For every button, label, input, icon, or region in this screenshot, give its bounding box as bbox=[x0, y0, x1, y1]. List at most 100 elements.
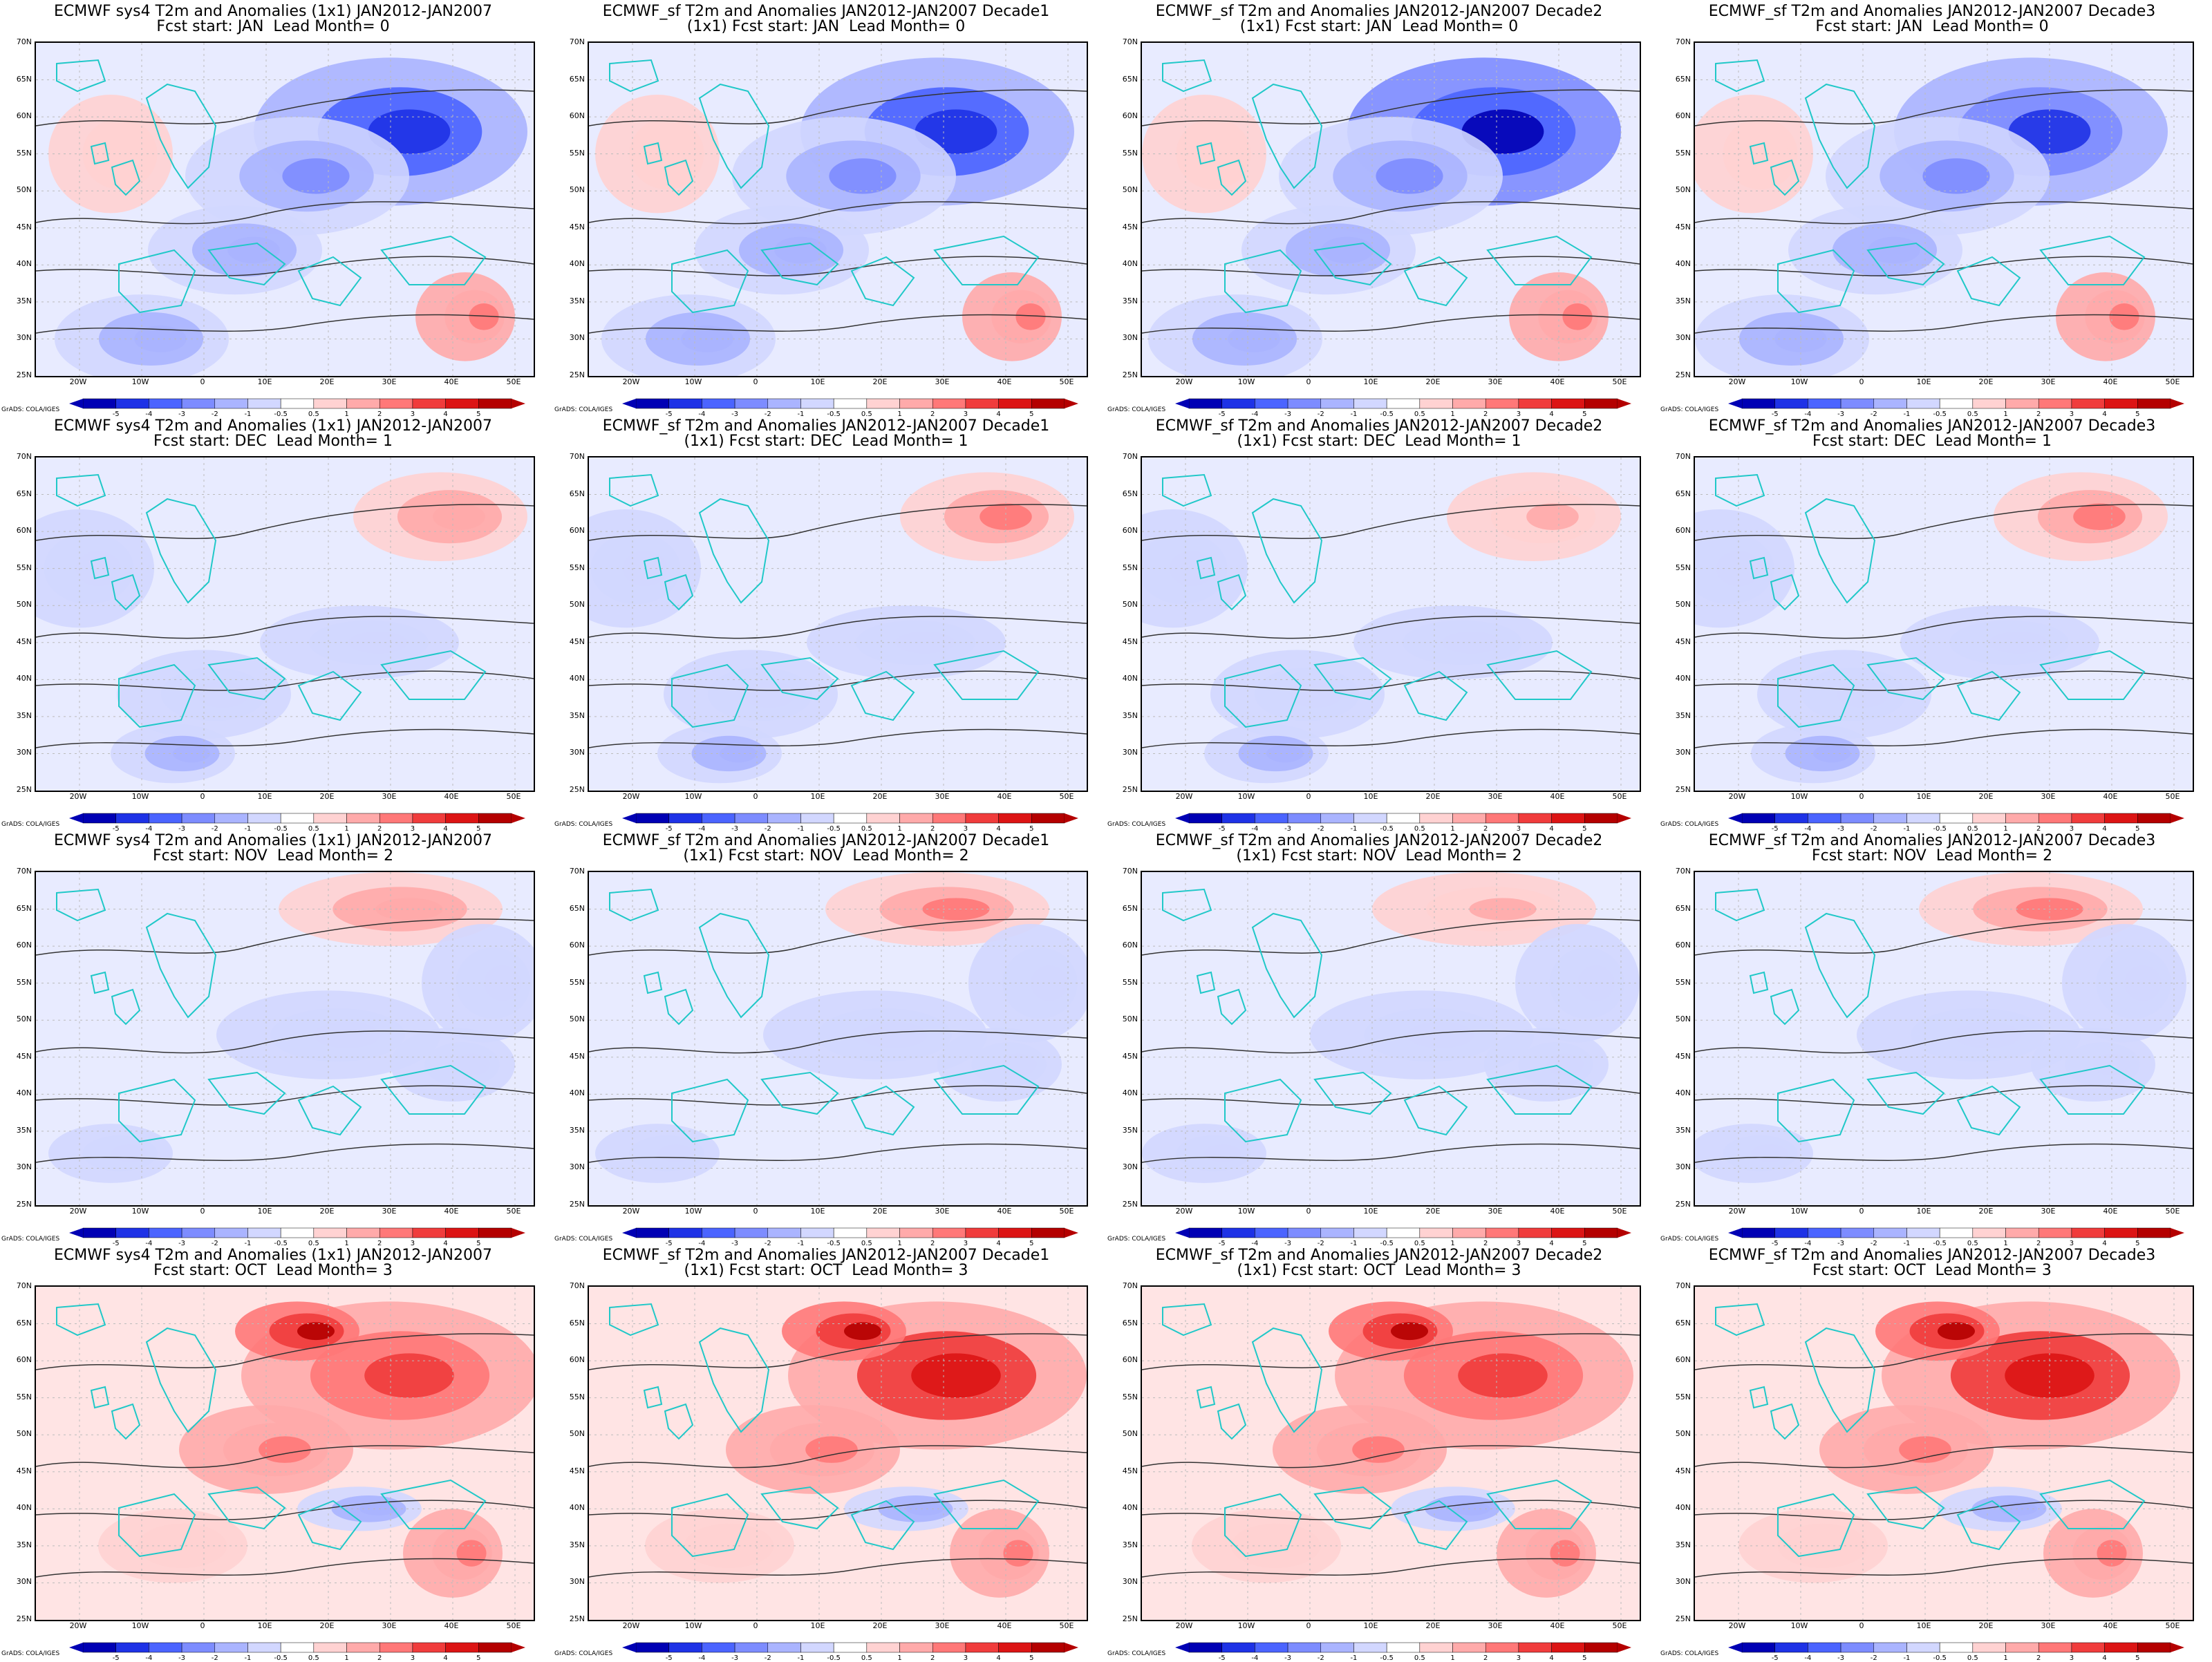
colorbar-tick-label: -4 bbox=[145, 1240, 153, 1247]
latitude-label: 60N bbox=[1122, 941, 1138, 950]
colorbar-segment bbox=[379, 398, 413, 409]
temperature-contour bbox=[36, 1445, 534, 1469]
colorbar-arrow-right bbox=[1065, 813, 1078, 823]
coastline bbox=[145, 498, 217, 604]
longitude-label: 0 bbox=[200, 792, 205, 801]
latitude-label: 45N bbox=[569, 222, 585, 232]
temperature-contour bbox=[1142, 1143, 1640, 1163]
colorbar-segment bbox=[1221, 1227, 1255, 1238]
colorbar-segment bbox=[1840, 813, 1875, 824]
colorbar-tick-label: -5 bbox=[112, 1240, 120, 1247]
colorbar-segment bbox=[1840, 398, 1875, 409]
colorbar-segment bbox=[149, 813, 182, 824]
colorbar-segment bbox=[1840, 1642, 1875, 1653]
longitude-label: 20E bbox=[319, 1207, 335, 1216]
longitude-label: 20E bbox=[1425, 377, 1441, 386]
colorbar-tick-label: 3 bbox=[410, 825, 415, 833]
anomaly-map bbox=[1694, 871, 2194, 1207]
anomaly-shading bbox=[259, 1436, 311, 1463]
colorbar-tick-label: 2 bbox=[2036, 1240, 2041, 1247]
colorbar-tick-label: -0.5 bbox=[827, 1240, 841, 1247]
panel-subtitle: Fcst start: JAN Lead Month= 0 bbox=[1815, 18, 2049, 35]
coastline bbox=[671, 1493, 749, 1558]
colorbar-segment bbox=[899, 813, 933, 824]
coastline bbox=[90, 556, 110, 580]
latitude-label: 35N bbox=[569, 710, 585, 720]
coastline bbox=[56, 59, 106, 93]
map-panel: ECMWF_sf T2m and Anomalies JAN2012-JAN20… bbox=[1659, 829, 2205, 1247]
map-svg bbox=[36, 1287, 534, 1620]
colorbar-tick-label: 3 bbox=[2069, 410, 2074, 418]
temperature-contour bbox=[36, 728, 534, 748]
anomaly-shading bbox=[456, 1540, 487, 1567]
coastline bbox=[145, 83, 217, 189]
anomaly-shading bbox=[657, 1144, 695, 1162]
anomaly-shading bbox=[2073, 503, 2126, 530]
colorbar-tick-label: 2 bbox=[930, 1240, 935, 1247]
colorbar-segment bbox=[1031, 398, 1065, 409]
colorbar-segment bbox=[2071, 398, 2105, 409]
anomaly-map bbox=[1694, 456, 2194, 792]
latitude-label: 40N bbox=[569, 674, 585, 683]
colorbar-tick-label: 5 bbox=[2135, 410, 2140, 418]
temperature-contour bbox=[1142, 670, 1640, 691]
longitude-label: 0 bbox=[200, 377, 205, 386]
longitude-label: 30E bbox=[382, 1621, 397, 1630]
temperature-contour bbox=[36, 89, 534, 126]
latitude-label: 45N bbox=[16, 222, 32, 232]
temperature-contour bbox=[1695, 201, 2193, 225]
colorbar-tick-label: -3 bbox=[1837, 825, 1845, 833]
anomaly-shading bbox=[375, 898, 443, 920]
colorbar-arrow-left bbox=[69, 399, 83, 408]
latitude-label: 55N bbox=[16, 1392, 32, 1401]
colorbar-tick-label: -4 bbox=[1251, 410, 1259, 418]
colorbar-tick-label: -3 bbox=[731, 1240, 739, 1247]
coastline bbox=[90, 971, 110, 994]
colorbar-tick-label: 0.5 bbox=[308, 410, 319, 418]
colorbar-segment bbox=[181, 1227, 216, 1238]
latitude-label: 70N bbox=[1122, 37, 1138, 46]
latitude-label: 25N bbox=[569, 370, 585, 379]
colorbar-arrow-left bbox=[69, 1228, 83, 1238]
coastline bbox=[1956, 256, 2021, 307]
longitude-label: 30E bbox=[935, 1207, 950, 1216]
anomaly-map bbox=[588, 456, 1088, 792]
longitude-label: 10W bbox=[131, 377, 149, 386]
colorbar-segment bbox=[1320, 1642, 1354, 1653]
longitude-label: 50E bbox=[2165, 1207, 2180, 1216]
latitude-label: 40N bbox=[1675, 1088, 1691, 1098]
colorbar-tick-label: 0.5 bbox=[308, 1240, 319, 1247]
anomaly-shading bbox=[829, 158, 897, 194]
colorbar-segment bbox=[280, 1227, 315, 1238]
colorbar-tick-label: -3 bbox=[1284, 825, 1292, 833]
longitude-label: 10W bbox=[684, 792, 702, 801]
colorbar-segment bbox=[1031, 1227, 1065, 1238]
latitude-label: 45N bbox=[1122, 636, 1138, 646]
temperature-contour bbox=[1142, 1085, 1640, 1106]
coastline bbox=[1804, 498, 1876, 604]
colorbar bbox=[69, 1227, 525, 1238]
panel-title: ECMWF_sf T2m and Anomalies JAN2012-JAN20… bbox=[1155, 417, 1603, 435]
coastline bbox=[1403, 1500, 1468, 1551]
map-panel: ECMWF_sf T2m and Anomalies JAN2012-JAN20… bbox=[1106, 415, 1652, 833]
longitude-label: 20W bbox=[69, 792, 87, 801]
map-panel: ECMWF_sf T2m and Anomalies JAN2012-JAN20… bbox=[553, 415, 1099, 833]
latitude-label: 25N bbox=[1675, 1614, 1691, 1623]
colorbar-arrow-left bbox=[1728, 1228, 1742, 1238]
colorbar-segment bbox=[1873, 398, 1907, 409]
colorbar-tick-label: 3 bbox=[963, 1240, 968, 1247]
latitude-label: 30N bbox=[1122, 333, 1138, 343]
anomaly-shading bbox=[1290, 681, 1342, 708]
panel-title: ECMWF_sf T2m and Anomalies JAN2012-JAN20… bbox=[602, 1247, 1050, 1264]
latitude-label: 65N bbox=[16, 1318, 32, 1328]
coastline bbox=[118, 1078, 196, 1143]
anomaly-shading bbox=[1550, 1540, 1580, 1567]
colorbar-tick-label: -2 bbox=[1870, 410, 1877, 418]
anomaly-shading bbox=[1837, 681, 1889, 708]
colorbar-segment bbox=[1255, 1642, 1288, 1653]
colorbar-segment bbox=[181, 398, 216, 409]
latitude-label: 65N bbox=[1122, 489, 1138, 498]
coastline bbox=[1403, 256, 1468, 307]
coastline bbox=[698, 83, 770, 189]
latitude-label: 50N bbox=[1675, 185, 1691, 195]
